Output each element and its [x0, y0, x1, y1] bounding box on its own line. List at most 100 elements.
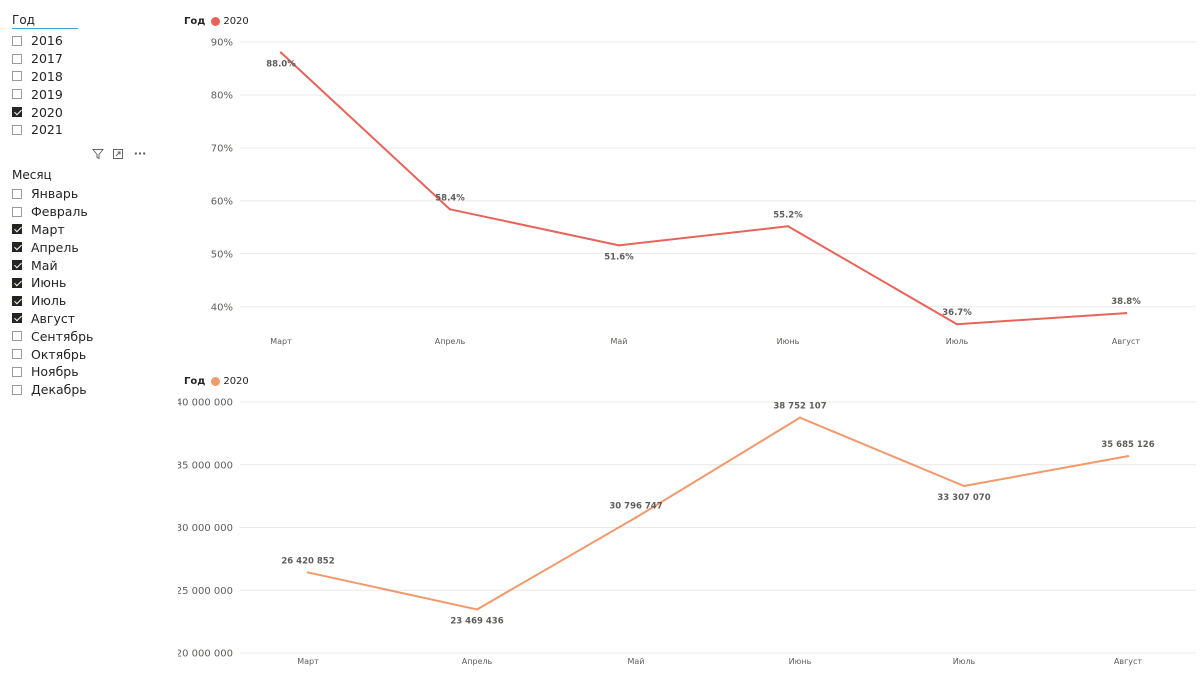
checkbox[interactable]	[12, 89, 22, 100]
month-item-label: Сентябрь	[31, 328, 94, 344]
month-item-label: Ноябрь	[31, 364, 79, 380]
month-item[interactable]: Февраль	[12, 203, 93, 221]
x-tick-label: Июнь	[777, 337, 800, 346]
month-slicer: Месяц Январь Февраль Март Апрель Май Июнь Июль…	[12, 167, 93, 399]
year-slicer-list: 2016 2017 2018 2019 2020 2021	[12, 32, 78, 139]
checkbox[interactable]	[12, 35, 22, 46]
month-item[interactable]: Март	[12, 221, 93, 239]
checkbox-checked[interactable]	[12, 295, 22, 306]
year-item[interactable]: 2019	[12, 85, 78, 103]
x-tick-label: Август	[1114, 657, 1143, 666]
checkbox[interactable]	[12, 188, 22, 199]
data-label: 33 307 070	[937, 493, 990, 503]
month-item-label: Июль	[31, 293, 67, 309]
legend-item-2020[interactable]: 2020	[211, 376, 249, 387]
month-item-label: Июнь	[31, 275, 67, 291]
legend-label: 2020	[223, 376, 249, 387]
y-tick-label: 70%	[211, 143, 233, 154]
chart-plot-area: 40% 50% 60% 70% 80% 90% Март Апрель Май Июнь Июль А…	[211, 38, 1196, 346]
data-point	[962, 484, 966, 488]
month-slicer-list: Январь Февраль Март Апрель Май Июнь Июль Август…	[12, 185, 93, 399]
data-point	[448, 208, 452, 211]
y-tick-label: 20 000 000	[178, 649, 233, 660]
legend-title: Год	[184, 16, 206, 27]
month-item[interactable]: Ноябрь	[12, 363, 93, 381]
data-point	[798, 416, 802, 419]
x-tick-label: Май	[627, 657, 644, 666]
year-item[interactable]: 2017	[12, 50, 78, 68]
month-item-label: Декабрь	[31, 382, 87, 398]
series-line	[280, 51, 1127, 326]
month-item[interactable]: Апрель	[12, 238, 93, 256]
checkbox-checked[interactable]	[12, 277, 22, 288]
checkbox[interactable]	[12, 206, 22, 217]
year-item[interactable]: 2021	[12, 121, 78, 139]
year-item-label: 2021	[31, 122, 63, 138]
month-item-label: Январь	[31, 186, 79, 202]
year-item[interactable]: 2020	[12, 103, 78, 121]
checkbox-checked[interactable]	[12, 107, 22, 118]
data-label: 55.2%	[773, 210, 803, 220]
checkbox-checked[interactable]	[12, 224, 22, 235]
y-tick-label: 40%	[211, 302, 233, 313]
checkbox[interactable]	[12, 349, 22, 360]
year-slicer-title: Год	[12, 12, 78, 29]
y-tick-label: 30 000 000	[178, 523, 233, 534]
year-item[interactable]: 2016	[12, 32, 78, 50]
month-item[interactable]: Январь	[12, 185, 93, 203]
data-label: 26 420 852	[281, 556, 334, 566]
y-tick-label: 80%	[211, 90, 233, 101]
month-item[interactable]: Июль	[12, 292, 93, 310]
x-tick-label: Апрель	[462, 657, 493, 666]
data-point	[786, 225, 790, 228]
chart-legend: Год 2020	[184, 376, 249, 387]
y-tick-label: 25 000 000	[178, 586, 233, 597]
data-label: 38.8%	[1111, 297, 1141, 307]
month-item[interactable]: Август	[12, 310, 93, 328]
data-label: 38 752 107	[773, 402, 826, 412]
visual-header: ···	[91, 147, 148, 160]
data-point	[306, 571, 310, 574]
year-slicer: Год 2016 2017 2018 2019 2020 2021	[12, 9, 78, 139]
checkbox-checked[interactable]	[12, 260, 22, 271]
month-item[interactable]: Май	[12, 256, 93, 274]
month-item-label: Октябрь	[31, 346, 87, 362]
checkbox-checked[interactable]	[12, 313, 22, 324]
y-tick-label: 35 000 000	[178, 460, 233, 471]
month-item[interactable]: Сентябрь	[12, 327, 93, 345]
x-tick-label: Июнь	[789, 657, 812, 666]
focus-mode-icon[interactable]	[112, 148, 124, 160]
x-tick-label: Апрель	[435, 337, 466, 346]
month-item[interactable]: Октябрь	[12, 345, 93, 363]
legend-item-2020[interactable]: 2020	[211, 16, 249, 27]
filter-icon[interactable]	[91, 148, 105, 160]
month-item-label: Май	[31, 257, 58, 273]
data-label: 30 796 747	[609, 502, 662, 512]
checkbox[interactable]	[12, 384, 22, 395]
x-tick-label: Март	[270, 337, 292, 346]
legend-marker	[211, 17, 221, 26]
month-item-label: Февраль	[31, 204, 88, 220]
checkbox[interactable]	[12, 124, 22, 135]
chart-plot-area: 20 000 000 25 000 000 30 000 000 35 000 000…	[176, 398, 1196, 666]
month-item-label: Апрель	[31, 239, 79, 255]
series-line	[307, 416, 1129, 611]
checkbox[interactable]	[12, 71, 22, 82]
x-tick-label: Март	[297, 657, 319, 666]
x-tick-label: Июль	[946, 337, 969, 346]
year-item[interactable]: 2018	[12, 68, 78, 86]
month-slicer-title: Месяц	[12, 168, 52, 182]
data-label: 58.4%	[435, 193, 465, 203]
year-item-label: 2019	[31, 86, 63, 102]
more-options-icon[interactable]: ···	[133, 147, 147, 160]
x-tick-label: Май	[610, 337, 627, 346]
data-point	[634, 516, 638, 519]
checkbox[interactable]	[12, 366, 22, 377]
checkbox[interactable]	[12, 331, 22, 342]
data-label: 23 469 436	[450, 616, 503, 626]
checkbox-checked[interactable]	[12, 242, 22, 253]
checkbox[interactable]	[12, 53, 22, 64]
month-item[interactable]: Июнь	[12, 274, 93, 292]
year-item-label: 2017	[31, 51, 63, 67]
month-item[interactable]: Декабрь	[12, 381, 93, 399]
